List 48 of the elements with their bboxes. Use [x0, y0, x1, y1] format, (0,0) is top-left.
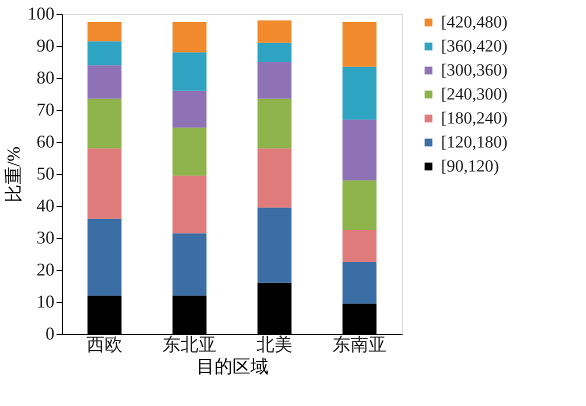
bar	[88, 98, 122, 148]
y-tick-label: 40	[36, 196, 54, 216]
y-tick-label: 70	[36, 100, 54, 120]
bar	[258, 62, 292, 99]
bar	[172, 233, 206, 296]
bar	[342, 22, 376, 67]
y-tick-label: 50	[36, 164, 54, 184]
bar	[342, 262, 376, 304]
bar	[88, 148, 122, 219]
legend-label: [240,300)	[441, 84, 508, 104]
bar	[88, 65, 122, 99]
bar	[258, 208, 292, 283]
bar	[258, 98, 292, 148]
bar	[172, 52, 206, 91]
legend-label: [360,420)	[441, 36, 508, 56]
legend-label: [300,360)	[441, 60, 508, 80]
x-tick-label: 西欧	[86, 334, 122, 354]
y-axis-title: 比重/%	[4, 146, 24, 202]
bar	[258, 20, 292, 43]
x-tick-label: 东北亚	[162, 334, 216, 354]
bar	[172, 22, 206, 52]
bar	[88, 22, 122, 42]
bar	[172, 90, 206, 128]
bar	[258, 148, 292, 208]
bar	[342, 230, 376, 262]
bar	[88, 41, 122, 66]
y-tick-label: 30	[36, 228, 54, 248]
x-tick-label: 东南亚	[332, 334, 386, 354]
bar	[258, 42, 292, 62]
bar	[88, 218, 122, 296]
legend-label: [120,180)	[441, 132, 508, 152]
legend-label: [420,480)	[441, 12, 508, 32]
y-tick-label: 20	[36, 260, 54, 280]
bar	[342, 180, 376, 230]
y-tick-label: 100	[28, 4, 54, 24]
y-tick-label: 60	[36, 132, 54, 152]
y-tick-label: 80	[36, 68, 54, 88]
y-tick-label: 0	[46, 324, 54, 344]
legend-label: [90,120)	[441, 156, 500, 176]
bar	[342, 66, 376, 120]
y-tick-label: 90	[36, 36, 54, 56]
bar	[342, 120, 376, 180]
bar	[172, 176, 206, 234]
bar	[172, 128, 206, 176]
x-axis-title: 目的区域	[196, 356, 268, 376]
x-tick-label: 北美	[256, 334, 292, 354]
y-tick-label: 10	[36, 292, 54, 312]
legend-label: [180,240)	[441, 108, 508, 128]
